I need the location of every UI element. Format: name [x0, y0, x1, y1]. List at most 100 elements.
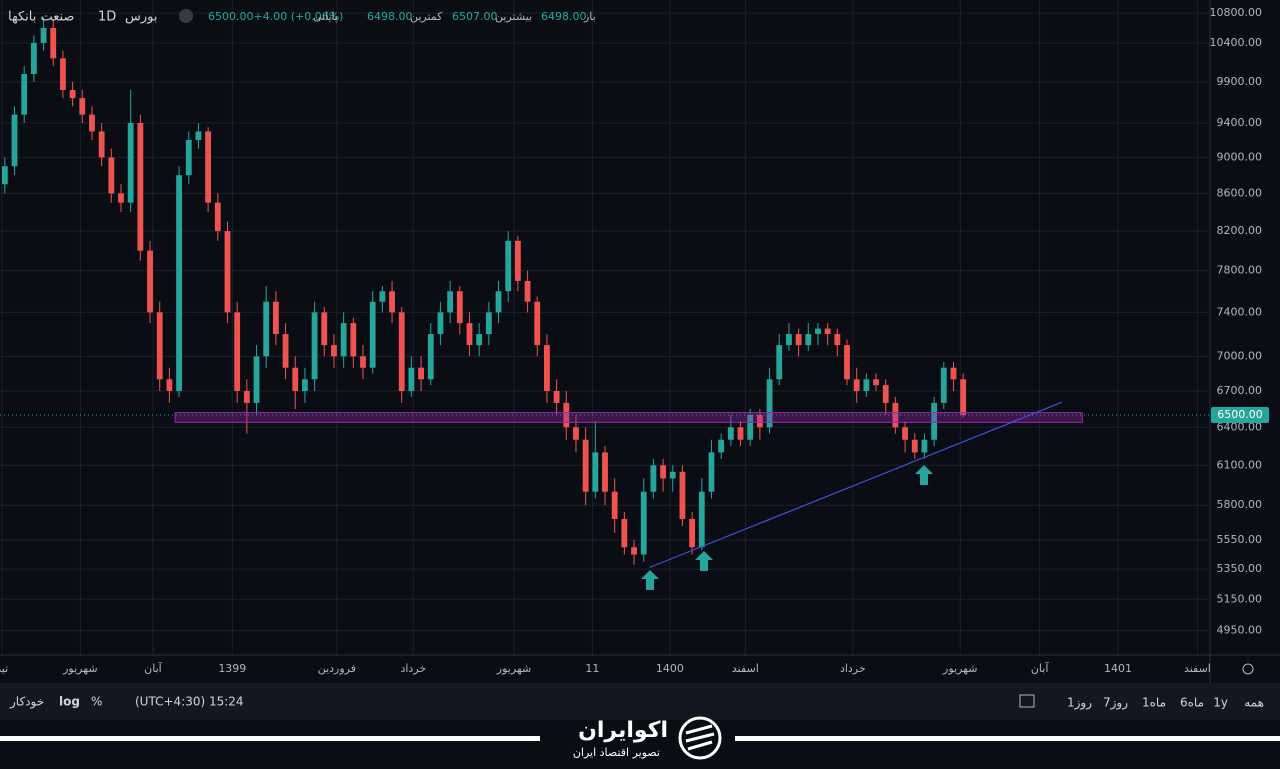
- percent-toggle[interactable]: %: [91, 695, 102, 709]
- candle-body: [331, 345, 337, 357]
- candle-body: [940, 367, 947, 403]
- interval: 1D: [98, 10, 116, 25]
- x-tick-label: تیر: [0, 662, 8, 675]
- candle-body: [398, 312, 405, 392]
- x-tick-label: اسفند: [732, 662, 759, 675]
- candle-body: [708, 452, 715, 492]
- candle-body: [892, 402, 899, 428]
- timezone-clock: (UTC+4:30) 15:24: [135, 695, 244, 709]
- candle-body: [679, 471, 686, 519]
- x-tick-label: آبان: [144, 661, 162, 675]
- auto-toggle[interactable]: خودکار: [9, 695, 44, 710]
- candle-body: [727, 427, 734, 440]
- candle-body: [544, 345, 550, 392]
- x-tick-label: 1400: [656, 662, 684, 675]
- y-tick-label: 8200.00: [1217, 224, 1263, 237]
- candle-body: [127, 122, 134, 203]
- candle-body: [689, 518, 696, 548]
- candle-body: [756, 415, 763, 428]
- candle-body: [185, 140, 192, 176]
- candle-body: [147, 250, 153, 313]
- log-toggle[interactable]: log: [59, 695, 80, 709]
- candle-body: [631, 547, 637, 555]
- range-button[interactable]: 1روز: [1067, 696, 1092, 711]
- y-tick-label: 7400.00: [1217, 305, 1263, 318]
- candle-body: [737, 427, 744, 440]
- candle-body: [582, 439, 589, 492]
- y-tick-label: 7800.00: [1217, 264, 1263, 277]
- footer-rule: [735, 736, 1280, 741]
- candle-body: [921, 439, 928, 453]
- candle-body: [98, 131, 105, 158]
- candle-body: [863, 379, 870, 392]
- x-tick-label: 1399: [218, 662, 246, 675]
- candle-body: [950, 367, 957, 380]
- x-tick-label: خرداد: [400, 662, 426, 675]
- candle-body: [698, 491, 705, 548]
- high-value: 6507.00: [452, 10, 498, 23]
- candle-body: [873, 379, 879, 386]
- candle-body: [118, 193, 124, 203]
- logo-mark: [685, 724, 715, 751]
- candle-body: [205, 131, 212, 203]
- candle-body: [11, 114, 18, 167]
- symbol: صنعت بانکها: [8, 10, 74, 25]
- y-tick-label: 5150.00: [1217, 592, 1263, 605]
- range-button[interactable]: 1y: [1213, 696, 1228, 710]
- candle-body: [311, 312, 318, 380]
- date-range-button[interactable]: [1019, 694, 1035, 708]
- settings-button[interactable]: [1242, 663, 1254, 675]
- y-tick-label: 6100.00: [1217, 458, 1263, 471]
- candle-body: [621, 518, 628, 548]
- range-button[interactable]: همه: [1244, 696, 1264, 710]
- candle-body: [573, 427, 579, 440]
- candle-body: [553, 391, 560, 403]
- candle-body: [234, 312, 241, 392]
- candle-body: [602, 452, 608, 492]
- candle-body: [669, 471, 676, 479]
- candle-body: [292, 367, 299, 392]
- candle-body: [408, 367, 415, 392]
- candle-body: [882, 385, 889, 403]
- range-button[interactable]: 7روز: [1103, 696, 1128, 711]
- candle-body: [108, 157, 115, 194]
- candle-body: [263, 301, 270, 357]
- y-tick-label: 4950.00: [1217, 624, 1263, 637]
- candle-body: [611, 491, 618, 519]
- range-button[interactable]: 1ماه: [1142, 696, 1166, 710]
- candle-body: [447, 291, 454, 313]
- x-tick-label: شهریور: [496, 662, 531, 675]
- candle-body: [640, 491, 647, 555]
- open-label: باز: [583, 10, 596, 23]
- x-tick-label: شهریور: [942, 662, 977, 675]
- candle-body: [156, 312, 163, 380]
- candle-body: [563, 402, 570, 428]
- candle-body: [321, 312, 328, 346]
- last-price-tag: [1211, 407, 1269, 424]
- candle-body: [466, 323, 473, 346]
- y-tick-label: 10400.00: [1210, 36, 1263, 49]
- y-tick-label: 9000.00: [1217, 150, 1263, 163]
- y-tick-label: 9400.00: [1217, 116, 1263, 129]
- candle-body: [960, 379, 967, 416]
- candle-body: [456, 291, 463, 324]
- brand: اکوایران: [578, 718, 668, 743]
- candle-body: [30, 42, 37, 75]
- candle-body: [776, 345, 783, 380]
- logo-mark: [678, 716, 722, 760]
- candle-body: [476, 334, 483, 346]
- candle-body: [79, 98, 86, 115]
- candle-body: [89, 114, 95, 132]
- candle-body: [592, 452, 599, 492]
- candle-body: [911, 439, 918, 453]
- candle-body: [243, 391, 250, 403]
- x-tick-label: 11: [585, 662, 599, 675]
- y-tick-label: 6700.00: [1217, 384, 1263, 397]
- open-value: 6498.00: [541, 10, 587, 23]
- collapse-button[interactable]: [179, 9, 193, 23]
- candle-body: [224, 231, 231, 313]
- range-button[interactable]: 6ماه: [1180, 696, 1204, 710]
- y-tick-label: 5800.00: [1217, 498, 1263, 511]
